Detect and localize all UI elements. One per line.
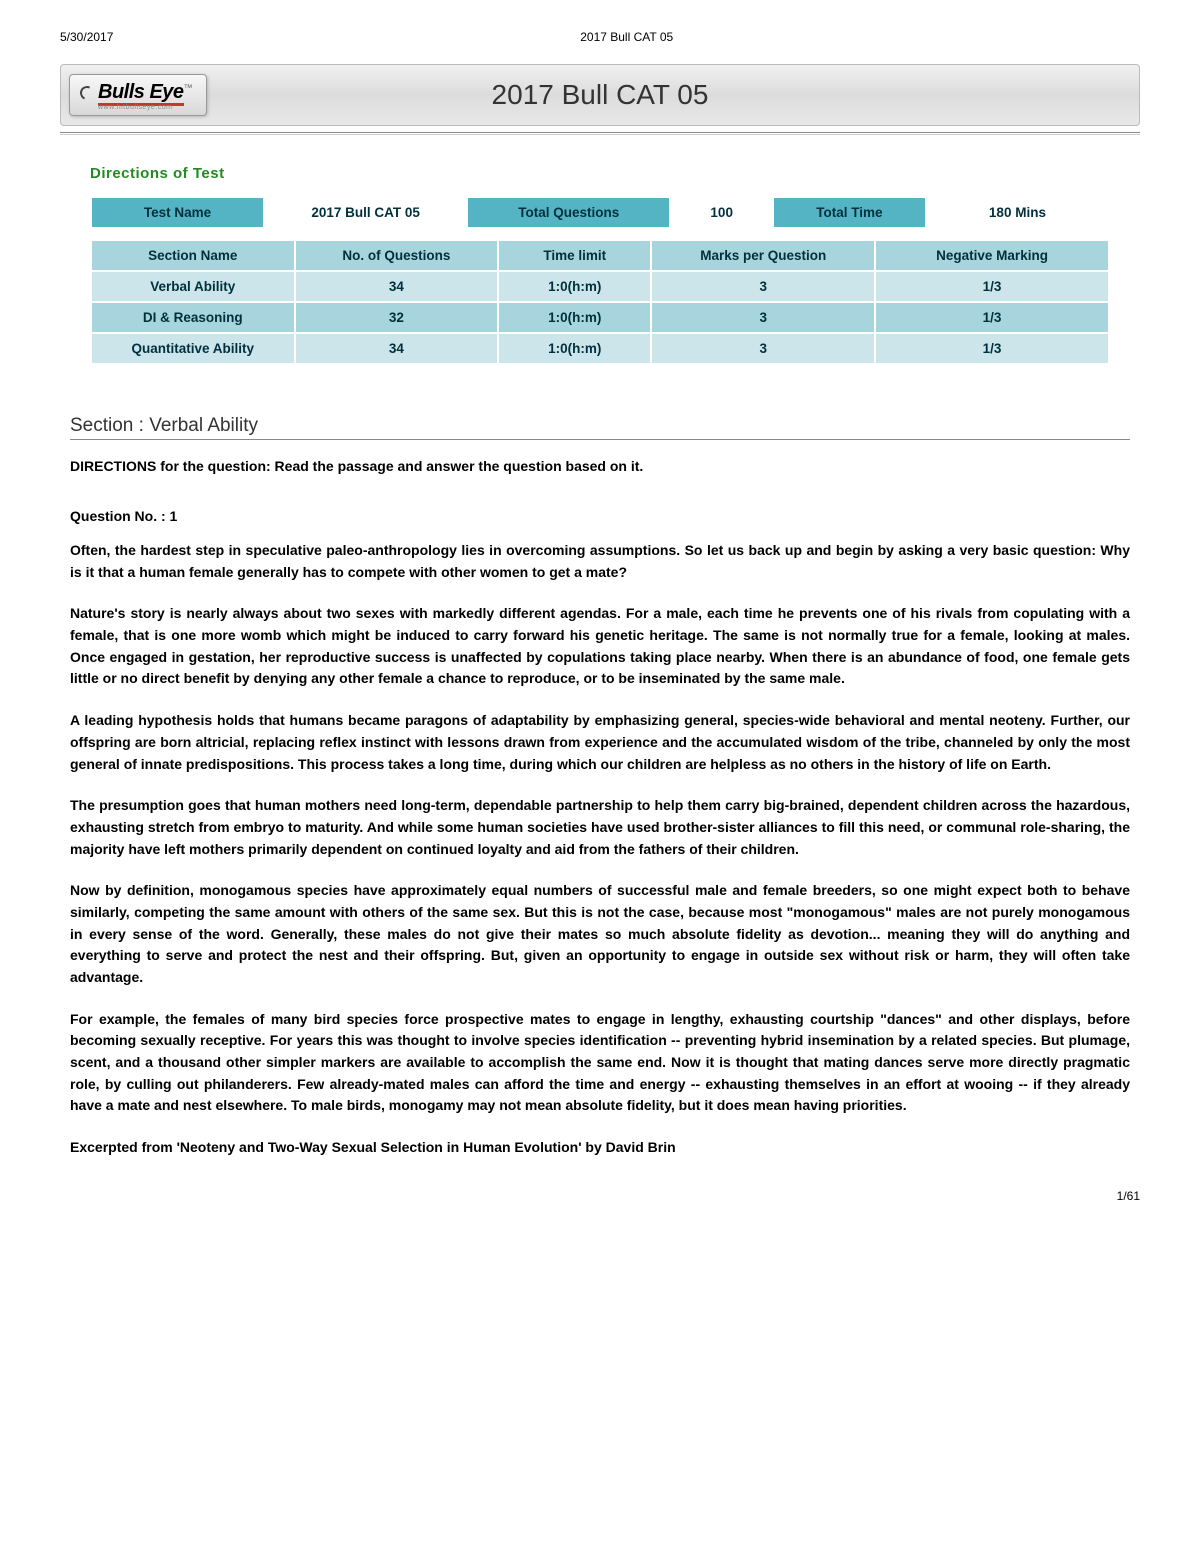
meta-date: 5/30/2017 <box>60 30 113 44</box>
td-total-time: 180 Mins <box>927 198 1108 227</box>
logo-url: www.hitbullseye.com <box>98 104 172 111</box>
question-number: Question No. : 1 <box>70 508 1130 524</box>
header-bar: Bulls Eye™ www.hitbullseye.com 2017 Bull… <box>60 64 1140 126</box>
table-row: Verbal Ability 34 1:0(h:m) 3 1/3 <box>92 272 1108 301</box>
test-summary-table: Test Name 2017 Bull CAT 05 Total Questio… <box>90 196 1110 229</box>
logo-swoosh-icon <box>78 84 96 102</box>
th-marks: Marks per Question <box>652 241 874 270</box>
passage-para: Now by definition, monogamous species ha… <box>70 880 1130 988</box>
th-numq: No. of Questions <box>296 241 498 270</box>
question-directions: DIRECTIONS for the question: Read the pa… <box>70 458 1130 474</box>
sections-table: Section Name No. of Questions Time limit… <box>90 239 1110 365</box>
logo-brand: Bulls Eye <box>98 81 184 106</box>
table-row: Quantitative Ability 34 1:0(h:m) 3 1/3 <box>92 334 1108 363</box>
table-row: DI & Reasoning 32 1:0(h:m) 3 1/3 <box>92 303 1108 332</box>
passage-para: A leading hypothesis holds that humans b… <box>70 710 1130 775</box>
header-title: 2017 Bull CAT 05 <box>61 79 1139 111</box>
th-test-name: Test Name <box>92 198 263 227</box>
td-total-q: 100 <box>671 198 772 227</box>
passage-para: Nature's story is nearly always about tw… <box>70 603 1130 690</box>
passage-para: For example, the females of many bird sp… <box>70 1009 1130 1117</box>
section-heading: Section : Verbal Ability <box>70 415 1130 437</box>
directions-heading: Directions of Test <box>90 165 1110 182</box>
td-test-name: 2017 Bull CAT 05 <box>265 198 466 227</box>
passage-para: Excerpted from 'Neoteny and Two-Way Sexu… <box>70 1137 1130 1159</box>
page-number: 1/61 <box>60 1189 1140 1203</box>
th-section: Section Name <box>92 241 294 270</box>
th-total-q: Total Questions <box>468 198 669 227</box>
header-rule <box>60 132 1140 135</box>
page-meta: 5/30/2017 2017 Bull CAT 05 <box>60 30 1140 44</box>
th-neg: Negative Marking <box>876 241 1108 270</box>
th-time: Time limit <box>499 241 650 270</box>
th-total-time: Total Time <box>774 198 925 227</box>
logo: Bulls Eye™ www.hitbullseye.com <box>69 74 207 116</box>
passage-body: Often, the hardest step in speculative p… <box>70 540 1130 1159</box>
passage-para: The presumption goes that human mothers … <box>70 795 1130 860</box>
meta-title: 2017 Bull CAT 05 <box>580 30 673 44</box>
passage-para: Often, the hardest step in speculative p… <box>70 540 1130 583</box>
section-rule <box>70 439 1130 440</box>
